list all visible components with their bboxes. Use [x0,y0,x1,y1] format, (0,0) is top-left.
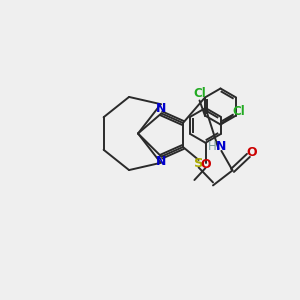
Text: H: H [207,140,216,153]
Text: O: O [247,146,257,159]
Text: Cl: Cl [193,87,206,101]
Text: S: S [194,157,203,170]
Text: O: O [200,158,211,172]
Text: N: N [216,140,226,153]
Text: Cl: Cl [233,105,245,119]
Text: N: N [156,101,167,115]
Text: N: N [156,155,167,169]
